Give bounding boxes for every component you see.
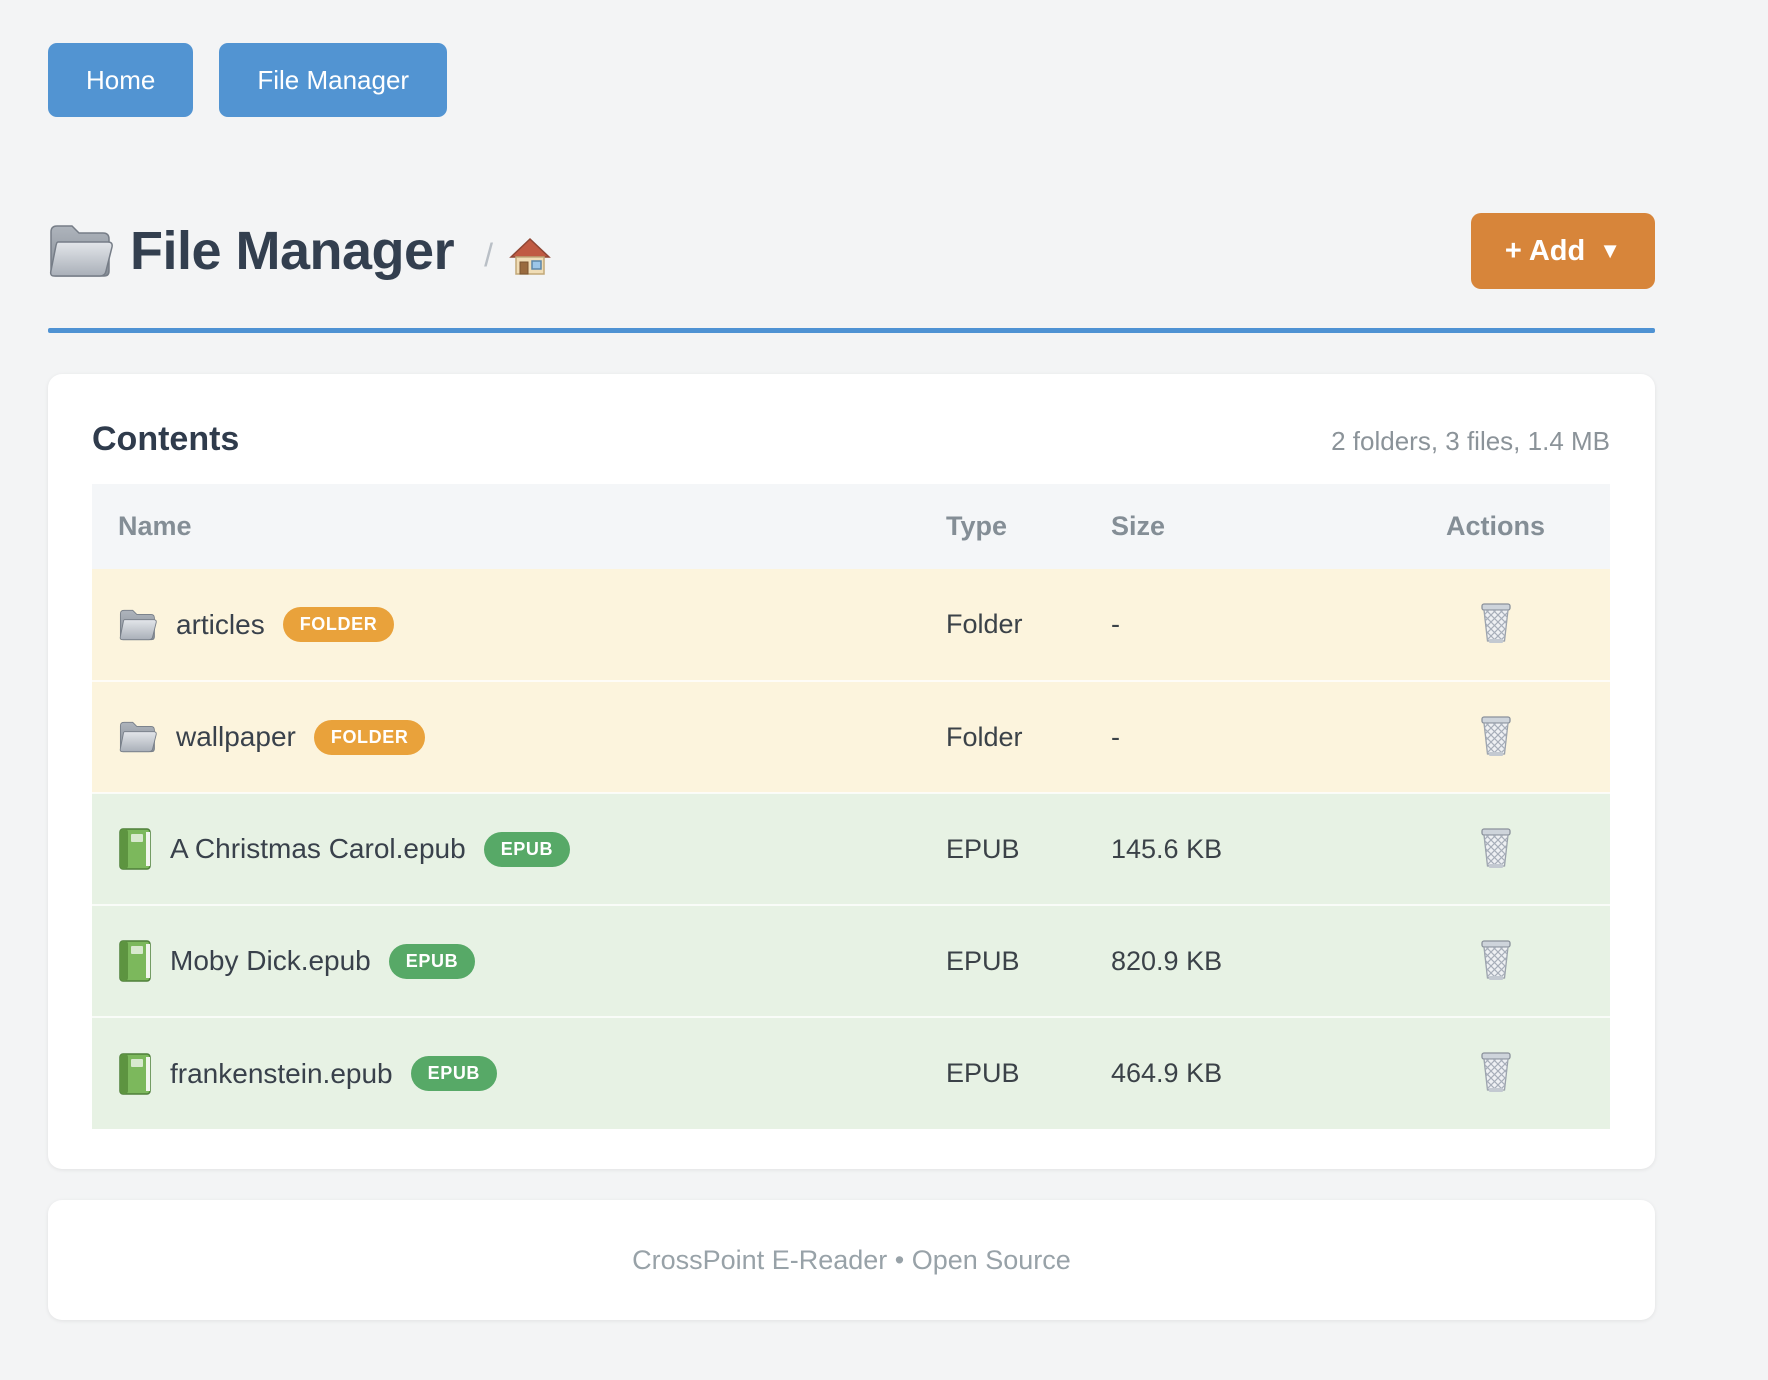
type-cell: EPUB (922, 904, 1087, 1017)
footer: CrossPoint E-Reader • Open Source (48, 1200, 1655, 1320)
trash-icon (1480, 715, 1511, 757)
table-row[interactable]: Moby Dick.epub EPUB EPUB 820.9 KB (92, 904, 1610, 1017)
green-book-icon (119, 828, 151, 870)
breadcrumb-separator: / (484, 236, 493, 273)
table-header: Name Type Size Actions (92, 484, 1610, 569)
table-row[interactable]: A Christmas Carol.epub EPUB EPUB 145.6 K… (92, 792, 1610, 905)
file-table: Name Type Size Actions articles FOLDER F… (92, 484, 1610, 1129)
file-name[interactable]: articles (176, 608, 265, 640)
add-button-label: + Add (1504, 234, 1586, 267)
contents-summary: 2 folders, 3 files, 1.4 MB (1331, 426, 1610, 456)
table-row[interactable]: frankenstein.epub EPUB EPUB 464.9 KB (92, 1016, 1610, 1129)
type-badge: EPUB (388, 943, 476, 979)
folder-icon (119, 721, 157, 753)
home-icon[interactable] (509, 236, 551, 276)
folder-icon (119, 609, 157, 640)
contents-card: Contents 2 folders, 3 files, 1.4 MB Name… (48, 374, 1655, 1169)
footer-text: CrossPoint E-Reader • Open Source (632, 1244, 1071, 1275)
card-title: Contents (92, 420, 240, 458)
file-name[interactable]: A Christmas Carol.epub (170, 833, 466, 864)
header-divider (48, 328, 1655, 333)
type-cell: Folder (946, 609, 1023, 639)
delete-button[interactable] (1473, 710, 1519, 762)
delete-button[interactable] (1473, 597, 1519, 649)
size-cell: 464.9 KB (1087, 1016, 1381, 1129)
title-group: File Manager / (48, 220, 1471, 282)
type-badge: FOLDER (313, 719, 426, 755)
column-header-actions: Actions (1445, 511, 1545, 541)
delete-button[interactable] (1473, 822, 1519, 874)
delete-button[interactable] (1473, 934, 1519, 986)
type-cell: Folder (922, 680, 1087, 793)
delete-button[interactable] (1473, 1046, 1519, 1098)
page-title: File Manager (130, 221, 455, 281)
file-name[interactable]: wallpaper (176, 721, 296, 752)
nav-file-manager-button[interactable]: File Manager (219, 43, 448, 117)
column-header-name: Name (118, 511, 192, 541)
table-row[interactable]: articles FOLDER Folder - (92, 569, 1610, 681)
green-book-icon (119, 1052, 151, 1095)
type-badge: EPUB (410, 1056, 498, 1091)
green-book-icon (119, 940, 151, 982)
trash-icon (1480, 603, 1511, 644)
folder-icon (49, 225, 113, 277)
column-header-size: Size (1111, 511, 1166, 541)
size-cell: 820.9 KB (1087, 904, 1381, 1017)
chevron-down-icon: ▼ (1599, 238, 1621, 263)
file-name[interactable]: Moby Dick.epub (170, 945, 371, 976)
size-cell: - (1111, 609, 1120, 639)
page-header: File Manager / + Add ▼ (48, 205, 1655, 297)
trash-icon (1480, 939, 1511, 981)
top-nav: Home File Manager (48, 43, 1655, 117)
table-body: articles FOLDER Folder - wallpaper FOLDE… (92, 569, 1610, 1129)
trash-icon (1480, 1052, 1511, 1093)
size-cell: 145.6 KB (1087, 792, 1381, 905)
size-cell: - (1087, 680, 1381, 793)
file-name[interactable]: frankenstein.epub (170, 1057, 393, 1089)
nav-home-button[interactable]: Home (48, 43, 194, 117)
column-header-type: Type (946, 511, 1008, 541)
type-badge: FOLDER (282, 607, 395, 642)
type-badge: EPUB (483, 831, 571, 867)
table-row[interactable]: wallpaper FOLDER Folder - (92, 680, 1610, 793)
type-cell: EPUB (922, 1016, 1087, 1129)
card-header: Contents 2 folders, 3 files, 1.4 MB (92, 420, 1610, 459)
add-button[interactable]: + Add ▼ (1470, 213, 1655, 289)
trash-icon (1480, 827, 1511, 869)
type-cell: EPUB (922, 792, 1087, 905)
